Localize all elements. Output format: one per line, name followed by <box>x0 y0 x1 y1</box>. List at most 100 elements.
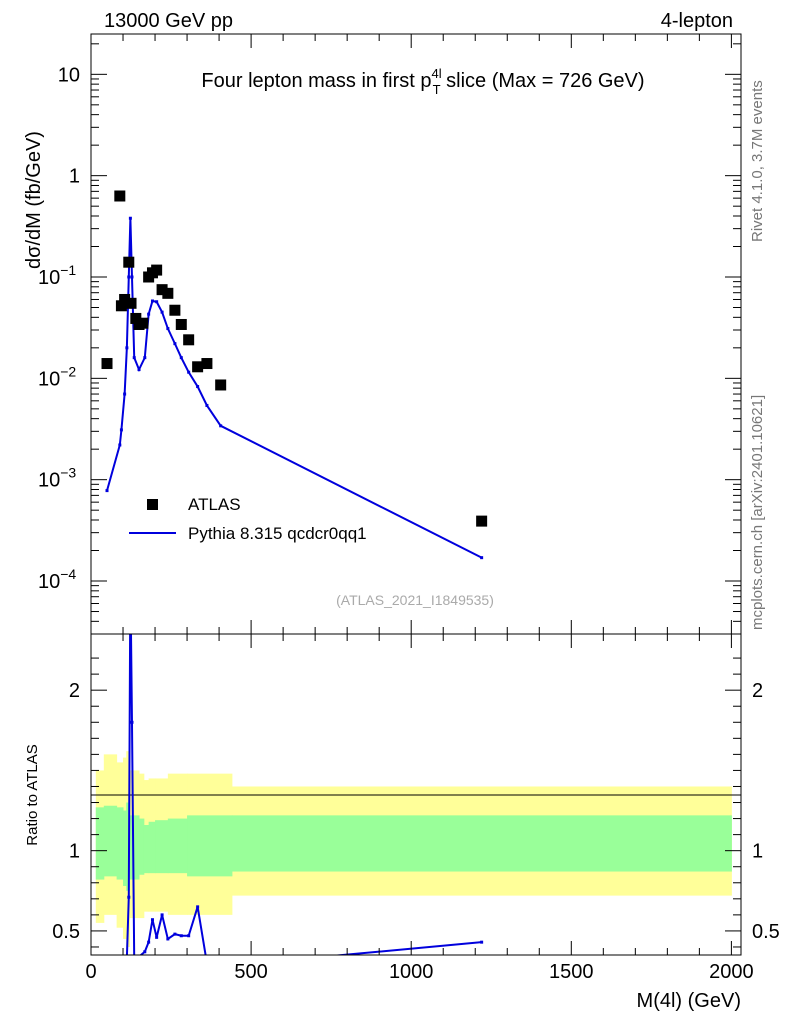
ratio-y-tick-label-right: 1 <box>752 841 763 863</box>
legend-pythia-label: Pythia 8.315 qcdcr0qq1 <box>188 524 367 543</box>
mc-point <box>166 327 169 330</box>
mc-point <box>480 556 483 559</box>
mc-point <box>180 356 183 359</box>
ratio-y-tick-label: 0.5 <box>52 921 80 943</box>
mc-point <box>219 424 222 427</box>
ratio-point <box>125 957 128 960</box>
header-right: 4-lepton <box>661 10 733 32</box>
ratio-point <box>151 918 154 921</box>
ratio-panel: 0.5 0.5 1 1 2 2 0 500 1000 1500 2000 Ratio to ATLA… <box>24 576 780 1012</box>
mc-point <box>173 342 176 345</box>
main-panel: 10 1 10−1 10−2 10−3 10−4 Four lepton mass in … <box>23 34 741 634</box>
uncertainty-band-segment <box>104 806 117 877</box>
x-axis-label: M(4l) (GeV) <box>637 990 741 1012</box>
ratio-point <box>129 576 132 579</box>
atlas-data-point <box>126 298 137 309</box>
ratio-point <box>155 936 158 939</box>
ratio-point <box>106 1001 109 1004</box>
x-tick-label: 500 <box>234 961 267 983</box>
mcplots-label: mcplots.cern.ch [arXiv:2401.10621] <box>749 395 766 630</box>
analysis-watermark: (ATLAS_2021_I1849535) <box>336 592 494 608</box>
mc-point <box>155 300 158 303</box>
x-tick-label: 1000 <box>389 961 434 983</box>
uncertainty-band-segment <box>144 825 149 873</box>
ratio-point <box>133 958 136 961</box>
main-y-tick-label: 10−2 <box>38 363 76 390</box>
atlas-data-point <box>176 319 187 330</box>
ratio-point <box>173 933 176 936</box>
main-y-tick-label: 1 <box>69 166 80 188</box>
uncertainty-band-segment <box>187 815 232 876</box>
legend-atlas-label: ATLAS <box>188 495 241 514</box>
mc-line <box>107 218 482 557</box>
ratio-point <box>166 937 169 940</box>
mc-point <box>133 356 136 359</box>
mc-point <box>118 443 121 446</box>
uncertainty-band-segment <box>232 815 732 871</box>
x-tick-label: 0 <box>85 961 96 983</box>
ratio-point <box>147 941 150 944</box>
mc-point <box>143 356 146 359</box>
atlas-data-point <box>476 516 487 527</box>
header-left: 13000 GeV pp <box>104 10 233 32</box>
figure: 13000 GeV pp 4-lepton Rivet 4.1.0, 3.7M … <box>0 0 786 1024</box>
ratio-y-tick-label-right: 0.5 <box>752 921 780 943</box>
mc-point <box>129 217 132 220</box>
uncertainty-bands <box>96 751 732 947</box>
ratio-point <box>130 721 133 724</box>
x-tick-label: 2000 <box>709 961 754 983</box>
mc-point <box>106 489 109 492</box>
legend-atlas-marker <box>147 499 158 510</box>
atlas-data-point <box>169 305 180 316</box>
mc-line-layer <box>106 217 484 559</box>
ratio-point <box>138 955 141 958</box>
ratio-point <box>161 913 164 916</box>
main-y-tick-label: 10−3 <box>38 465 76 492</box>
uncertainty-band-segment <box>139 819 144 875</box>
main-axis-ticks <box>91 34 741 634</box>
mc-point <box>151 299 154 302</box>
atlas-data-point <box>162 288 173 299</box>
ratio-point <box>480 941 483 944</box>
main-frame <box>91 34 741 634</box>
main-y-axis-label: dσ/dM (fb/GeV) <box>23 131 45 269</box>
mc-point <box>130 276 133 279</box>
ratio-point <box>118 1009 121 1012</box>
mc-point <box>161 311 164 314</box>
ratio-point <box>127 896 130 899</box>
ratio-point <box>219 965 222 968</box>
mc-point <box>120 428 123 431</box>
atlas-data-point <box>151 265 162 276</box>
atlas-data-point <box>102 358 113 369</box>
mc-point <box>123 393 126 396</box>
ratio-point <box>196 905 199 908</box>
atlas-data-point <box>215 379 226 390</box>
mc-point <box>187 371 190 374</box>
mc-point <box>147 313 150 316</box>
atlas-data-point <box>183 334 194 345</box>
atlas-data-point <box>114 190 125 201</box>
main-y-tick-label: 10 <box>58 64 80 86</box>
ratio-y-tick-label: 2 <box>69 680 80 702</box>
x-tick-label: 1500 <box>549 961 594 983</box>
legend: ATLAS Pythia 8.315 qcdcr0qq1 <box>129 495 367 543</box>
ratio-y-axis-label: Ratio to ATLAS <box>24 744 41 845</box>
mc-point <box>138 368 141 371</box>
rivet-label: Rivet 4.1.0, 3.7M events <box>749 80 766 242</box>
ratio-point <box>180 934 183 937</box>
ratio-point <box>123 990 126 993</box>
ratio-y-tick-label: 1 <box>69 841 80 863</box>
mc-point <box>205 404 208 407</box>
atlas-data-point <box>123 257 134 268</box>
uncertainty-band-segment <box>123 811 127 886</box>
uncertainty-band-segment <box>168 819 188 874</box>
ratio-y-tick-label-right: 2 <box>752 680 763 702</box>
data-marker-layer <box>102 190 488 526</box>
mc-point <box>125 346 128 349</box>
mc-point <box>196 385 199 388</box>
ratio-point <box>205 962 208 965</box>
uncertainty-band-segment <box>149 822 156 873</box>
mc-point <box>127 276 130 279</box>
main-y-tick-label: 10−4 <box>38 566 76 593</box>
main-title: Four lepton mass in first p4l T slice (Ma… <box>201 66 644 97</box>
